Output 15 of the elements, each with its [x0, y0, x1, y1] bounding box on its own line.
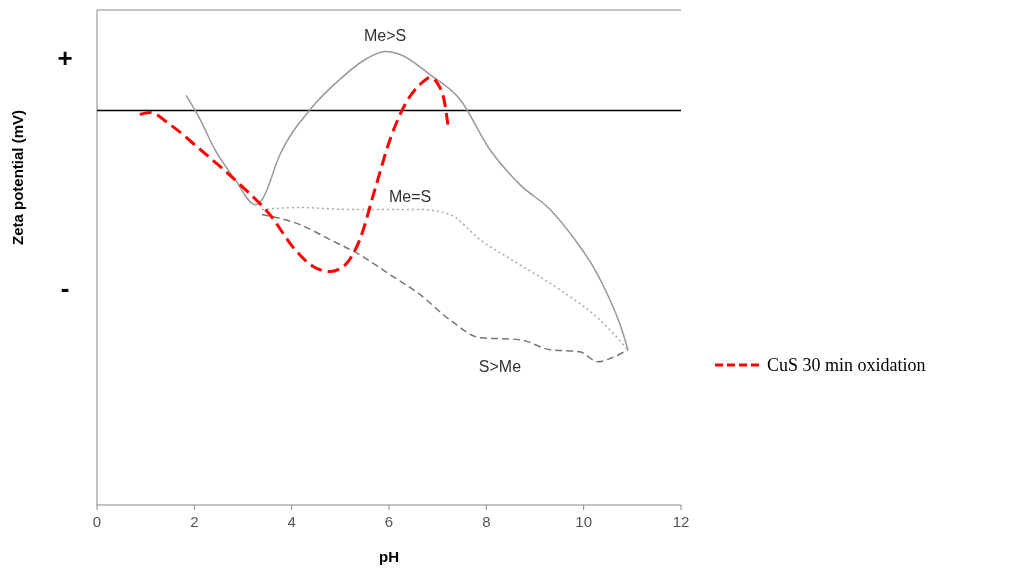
y-axis-title: Zeta potential (mV)	[9, 109, 26, 246]
x-tick-label: 10	[575, 513, 593, 530]
x-tick-label: 0	[92, 513, 102, 530]
series-label: Me>S	[363, 27, 407, 45]
text: -	[60, 272, 70, 303]
x-tick-label: 8	[482, 513, 491, 530]
series-label: Me=S	[389, 187, 432, 205]
x-tick-label: 2	[190, 513, 199, 530]
legend-label: CuS 30 min oxidation	[767, 355, 926, 375]
x-tick-label: 6	[384, 513, 394, 530]
x-tick-label: 4	[287, 513, 296, 530]
x-tick-label: 12	[672, 513, 690, 530]
series-label: S>Me	[478, 357, 522, 375]
text: +	[57, 42, 73, 73]
x-axis-title: pH	[379, 548, 399, 565]
